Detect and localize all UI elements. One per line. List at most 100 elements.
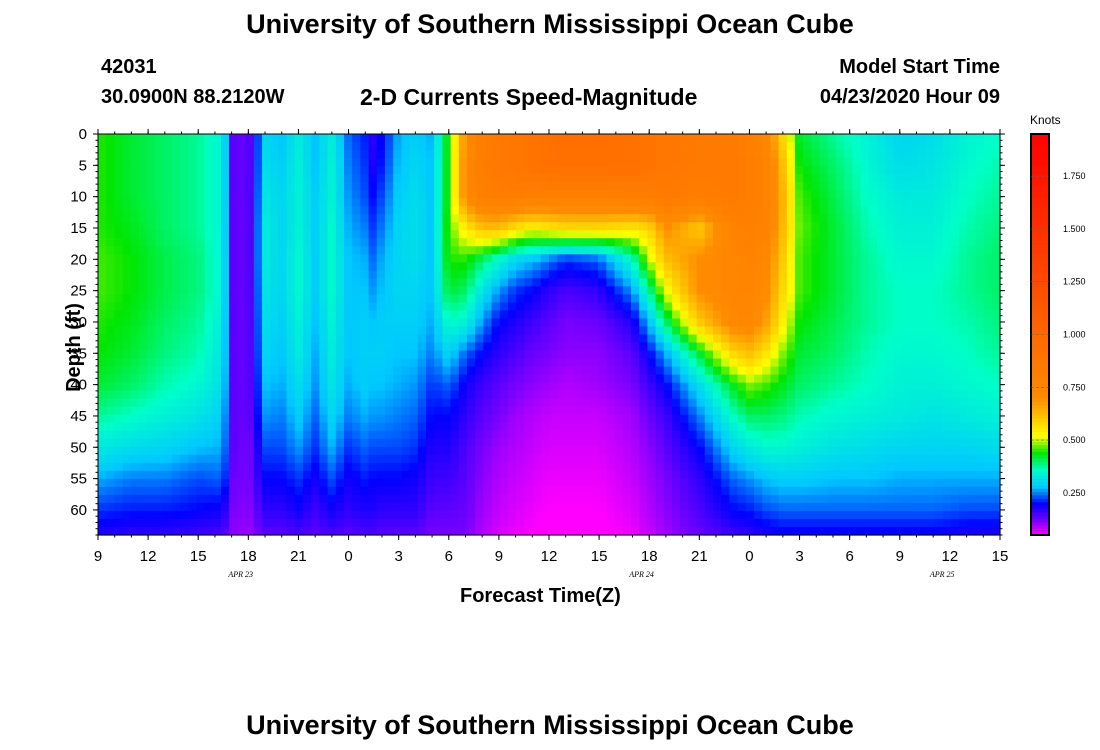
heatmap-cell: [581, 294, 591, 304]
heatmap-cell: [680, 270, 689, 279]
heatmap-cell: [114, 230, 124, 239]
heatmap-cell: [631, 366, 640, 376]
heatmap-cell: [188, 246, 197, 255]
heatmap-cell: [713, 150, 722, 159]
heatmap-cell: [278, 438, 288, 448]
heatmap-cell: [811, 166, 821, 175]
heatmap-cell: [368, 222, 378, 231]
heatmap-cell: [639, 526, 648, 536]
heatmap-cell: [860, 518, 870, 528]
heatmap-cell: [663, 510, 673, 520]
heatmap-cell: [713, 222, 722, 231]
heatmap-cell: [770, 182, 780, 191]
heatmap-cell: [893, 278, 903, 287]
heatmap-cell: [811, 262, 821, 271]
heatmap-cell: [639, 310, 648, 320]
heatmap-cell: [540, 286, 550, 295]
heatmap-cell: [655, 462, 665, 472]
heatmap-cell: [270, 142, 279, 151]
heatmap-cell: [294, 262, 304, 271]
heatmap-cell: [344, 214, 353, 223]
heatmap-cell: [253, 342, 263, 352]
heatmap-cell: [122, 342, 132, 352]
heatmap-cell: [811, 214, 821, 223]
heatmap-cell: [704, 438, 714, 448]
heatmap-cell: [360, 294, 370, 304]
heatmap-cell: [467, 494, 476, 504]
heatmap-cell: [409, 486, 419, 496]
heatmap-cell: [909, 222, 919, 231]
heatmap-cell: [663, 190, 673, 199]
heatmap-cell: [663, 454, 673, 464]
heatmap-cell: [762, 206, 771, 215]
heatmap-cell: [688, 398, 698, 408]
heatmap-cell: [786, 470, 796, 480]
heatmap-cell: [417, 406, 427, 416]
heatmap-cell: [885, 462, 894, 472]
heatmap-cell: [368, 414, 378, 424]
heatmap-cell: [237, 414, 247, 424]
heatmap-cell: [155, 502, 165, 512]
heatmap-cell: [368, 302, 378, 312]
heatmap-cell: [147, 182, 156, 191]
heatmap-cell: [909, 350, 919, 360]
heatmap-cell: [147, 166, 156, 175]
heatmap-cell: [180, 142, 189, 151]
heatmap-cell: [417, 222, 427, 231]
heatmap-cell: [557, 302, 566, 312]
heatmap-cell: [852, 510, 862, 520]
heatmap-cell: [106, 326, 115, 336]
heatmap-cell: [581, 494, 591, 504]
heatmap-cell: [590, 374, 599, 384]
heatmap-cell: [467, 390, 476, 400]
heatmap-cell: [786, 350, 796, 360]
heatmap-cell: [778, 486, 788, 496]
heatmap-cell: [229, 302, 238, 312]
heatmap-cell: [163, 182, 173, 191]
heatmap-cell: [204, 158, 214, 167]
heatmap-cell: [754, 374, 763, 384]
heatmap-cell: [319, 470, 329, 480]
heatmap-cell: [130, 446, 140, 456]
heatmap-cell: [106, 206, 115, 215]
heatmap-cell: [237, 470, 247, 480]
heatmap-cell: [204, 438, 214, 448]
heatmap-cell: [417, 422, 427, 432]
heatmap-cell: [819, 182, 829, 191]
heatmap-cell: [335, 446, 345, 456]
heatmap-cell: [475, 222, 484, 231]
heatmap-cell: [508, 166, 517, 175]
heatmap-cell: [852, 358, 862, 368]
heatmap-cell: [655, 438, 665, 448]
heatmap-cell: [639, 406, 648, 416]
heatmap-cell: [376, 246, 386, 255]
heatmap-cell: [540, 486, 550, 496]
heatmap-cell: [499, 166, 509, 175]
heatmap-cell: [352, 166, 361, 175]
heatmap-cell: [590, 238, 599, 247]
heatmap-cell: [770, 406, 780, 416]
heatmap-cell: [532, 422, 542, 432]
heatmap-cell: [98, 390, 107, 400]
heatmap-cell: [409, 174, 419, 183]
heatmap-cell: [491, 334, 501, 344]
heatmap-cell: [565, 494, 575, 504]
heatmap-cell: [680, 246, 689, 255]
heatmap-cell: [139, 510, 148, 520]
heatmap-cell: [639, 486, 648, 496]
heatmap-cell: [171, 446, 181, 456]
heatmap-cell: [721, 142, 730, 151]
heatmap-cell: [868, 422, 878, 432]
heatmap-cell: [573, 166, 583, 175]
heatmap-cell: [376, 390, 386, 400]
heatmap-cell: [819, 454, 829, 464]
heatmap-cell: [311, 166, 320, 175]
heatmap-cell: [909, 422, 919, 432]
heatmap-cell: [122, 470, 132, 480]
heatmap-cell: [672, 254, 681, 263]
heatmap-cell: [262, 278, 271, 287]
heatmap-cell: [737, 238, 747, 247]
heatmap-cell: [409, 518, 419, 528]
heatmap-cell: [122, 350, 132, 360]
heatmap-cell: [696, 382, 706, 392]
